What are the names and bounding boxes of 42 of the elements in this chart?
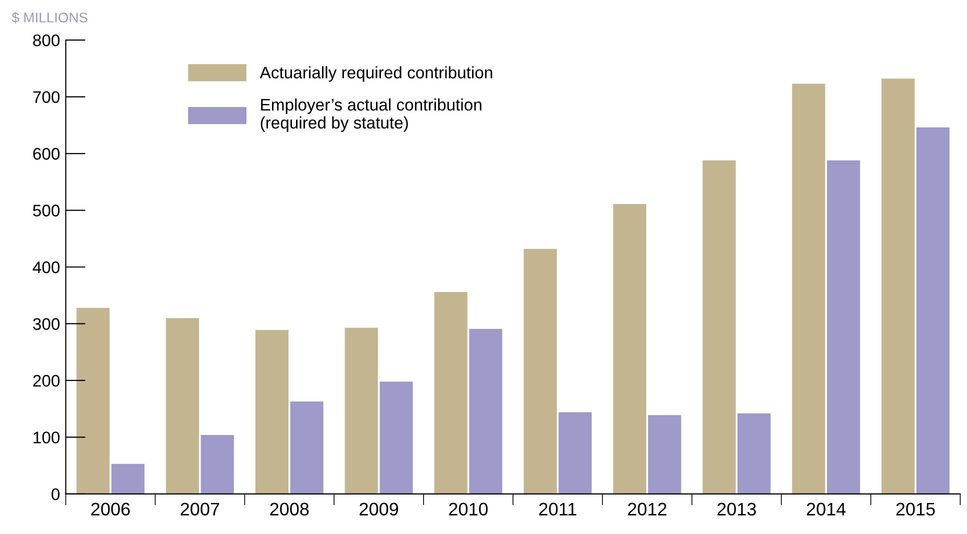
x-tick-label: 2010 [449, 502, 488, 516]
bar [111, 464, 144, 494]
bar [524, 248, 557, 494]
y-tick-label: 600 [33, 148, 60, 160]
bar [648, 415, 682, 494]
bar [613, 204, 646, 494]
legend-label: Employer’s actual contribution (required by statute) [260, 98, 482, 132]
y-tick-label: 400 [32, 261, 60, 274]
bar [255, 330, 288, 494]
y-tick-label: 700 [33, 91, 60, 103]
bar [290, 401, 324, 494]
bar [469, 328, 502, 494]
x-tick-label: 2015 [896, 502, 935, 516]
x-tick-label: 2007 [180, 502, 220, 516]
y-tick-label: 500 [33, 204, 60, 216]
x-tick-label: 2009 [360, 502, 398, 516]
x-tick-label: 2008 [270, 502, 309, 516]
y-axis-title: $ MILLIONS [12, 12, 88, 24]
legend-label: Actuarially required contribution [260, 66, 492, 82]
bar [916, 127, 950, 494]
y-tick-label: 800 [33, 34, 60, 46]
x-tick-label: 2014 [806, 502, 846, 516]
x-tick-label: 2013 [717, 502, 756, 516]
bar [738, 413, 771, 494]
bar [558, 412, 592, 494]
y-tick-label: 100 [34, 432, 60, 444]
bar [792, 84, 826, 494]
x-tick-label: 2006 [91, 502, 130, 516]
bar [434, 292, 468, 494]
bar [702, 160, 736, 494]
bar [344, 328, 378, 494]
bar [380, 382, 413, 494]
y-tick-label: 200 [33, 374, 60, 387]
bar [826, 160, 860, 494]
y-tick-label: 300 [33, 318, 60, 330]
y-tick-label: 0 [52, 488, 60, 500]
bar [882, 78, 915, 494]
bar [166, 318, 200, 494]
bar [200, 434, 234, 494]
x-tick-label: 2012 [628, 502, 666, 516]
x-tick-label: 2011 [539, 502, 576, 516]
bar [76, 308, 110, 494]
